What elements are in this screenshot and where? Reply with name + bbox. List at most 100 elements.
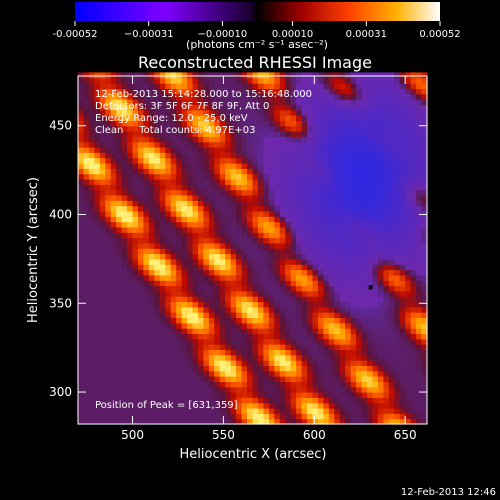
heatmap-cell (148, 173, 155, 180)
heatmap-cell (416, 370, 423, 377)
heatmap-cell (410, 163, 417, 169)
heatmap-cell (345, 125, 352, 132)
heatmap-cell (317, 269, 324, 276)
heatmap-cell (421, 147, 428, 153)
heatmap-cell (405, 349, 412, 356)
heatmap-cell (388, 333, 395, 340)
heatmap-cell (198, 120, 205, 127)
heatmap-cell (94, 349, 101, 356)
heatmap-cell (334, 109, 341, 116)
heatmap-cell (230, 258, 237, 265)
heatmap-cell (328, 200, 335, 207)
heatmap-cell (317, 418, 324, 425)
heatmap-cell (247, 168, 254, 175)
heatmap-cell (236, 168, 243, 175)
heatmap-cell (356, 88, 363, 95)
heatmap-cell (252, 189, 259, 196)
heatmap-cell (339, 333, 346, 340)
y-tick-label: 400 (49, 207, 72, 221)
heatmap-cell (116, 120, 123, 127)
heatmap-cell (176, 184, 183, 191)
heatmap-cell (225, 392, 232, 398)
heatmap-cell (399, 280, 406, 287)
heatmap-cell (99, 99, 106, 105)
heatmap-cell (268, 104, 275, 111)
heatmap-cell (307, 376, 314, 382)
heatmap-cell (198, 83, 205, 89)
heatmap-cell (339, 216, 346, 223)
heatmap-cell (301, 77, 308, 84)
annotation-time-range: 12-Feb-2013 15:14:28.000 to 15:16:48.000 (95, 89, 312, 100)
heatmap-cell (159, 397, 166, 404)
heatmap-cell (127, 274, 134, 281)
heatmap-cell (361, 237, 368, 244)
heatmap-cell (372, 269, 379, 276)
heatmap-cell (187, 152, 194, 159)
heatmap-cell (416, 349, 423, 356)
heatmap-cell (192, 392, 199, 398)
heatmap-cell (94, 179, 101, 185)
heatmap-cell (203, 232, 210, 239)
heatmap-cell (350, 376, 357, 382)
heatmap-cell (78, 152, 85, 159)
heatmap-cell (219, 386, 226, 393)
heatmap-cell (230, 365, 237, 372)
heatmap-cell (334, 269, 341, 276)
heatmap-cell (127, 365, 134, 372)
heatmap-cell (181, 317, 188, 324)
heatmap-cell (154, 77, 161, 84)
heatmap-cell (94, 376, 101, 382)
heatmap-cell (383, 386, 390, 393)
heatmap-cell (339, 152, 346, 159)
heatmap-cell (410, 104, 417, 111)
heatmap-cell (410, 157, 417, 164)
heatmap-cell (323, 253, 330, 260)
heatmap-cell (258, 168, 265, 175)
heatmap-cell (394, 301, 401, 308)
heatmap-cell (170, 120, 177, 127)
heatmap-cell (388, 216, 395, 223)
heatmap-cell (416, 232, 423, 239)
heatmap-cell (198, 301, 205, 308)
heatmap-cell (110, 195, 117, 201)
heatmap-cell (421, 157, 428, 164)
heatmap-cell (323, 285, 330, 292)
heatmap-cell (285, 147, 292, 153)
heatmap-cell (208, 381, 215, 388)
heatmap-cell (383, 397, 390, 404)
heatmap-cell (410, 141, 417, 148)
heatmap-cell (203, 418, 210, 425)
heatmap-cell (290, 349, 297, 356)
heatmap-cell (121, 381, 128, 388)
heatmap-cell (88, 242, 95, 249)
heatmap-cell (339, 381, 346, 388)
heatmap-cell (83, 205, 90, 212)
heatmap-cell (143, 274, 150, 281)
heatmap-cell (383, 200, 390, 207)
heatmap-cell (350, 93, 357, 100)
heatmap-cell (301, 333, 308, 340)
heatmap-cell (372, 189, 379, 196)
heatmap-cell (268, 333, 275, 340)
heatmap-cell (307, 184, 314, 191)
heatmap-cell (405, 333, 412, 340)
heatmap-cell (159, 317, 166, 324)
heatmap-cell (138, 109, 145, 116)
heatmap-cell (421, 237, 428, 244)
heatmap-cell (268, 370, 275, 377)
heatmap-cell (258, 264, 265, 271)
heatmap-cell (219, 301, 226, 308)
heatmap-cell (301, 226, 308, 233)
heatmap-cell (328, 221, 335, 228)
heatmap-cell (94, 285, 101, 292)
heatmap-cell (301, 413, 308, 420)
heatmap-cell (241, 301, 248, 308)
heatmap-cell (225, 344, 232, 350)
heatmap-cell (334, 157, 341, 164)
heatmap-cell (132, 274, 139, 281)
heatmap-cell (225, 136, 232, 143)
heatmap-cell (258, 408, 265, 414)
heatmap-cell (350, 344, 357, 350)
heatmap-cell (317, 104, 324, 111)
heatmap-cell (421, 322, 428, 329)
